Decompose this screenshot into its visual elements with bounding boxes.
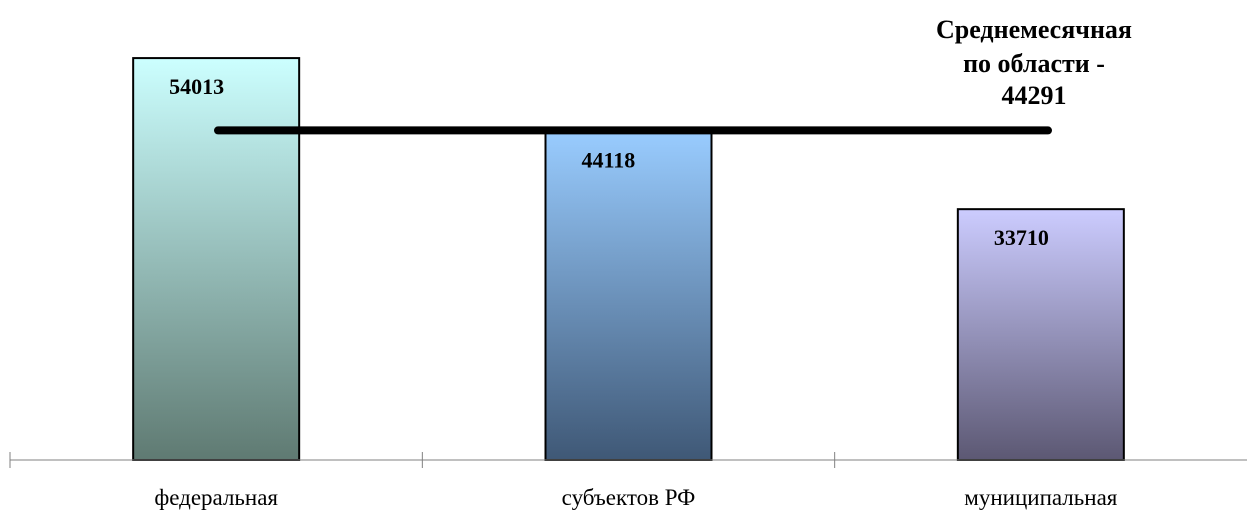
average-label-line-3: 44291 [1002,81,1067,110]
bars-layer: 54013 44118 33710 [132,57,1125,462]
average-label-line-1: Среднемесячная [936,15,1132,44]
x-axis: федеральная субъектов РФ муниципальная [9,452,1247,510]
bar-1 [132,57,301,462]
bar-2 [544,130,713,461]
bar-value-label-2: 44118 [582,148,636,173]
average-label-line-2: по области - [963,49,1105,78]
bar-value-label-1: 54013 [169,74,224,99]
bar-3 [956,208,1125,461]
category-label-2: субъектов РФ [562,485,696,510]
category-label-1: федеральная [154,485,278,510]
bar-value-label-3: 33710 [994,225,1049,250]
average-reference: Среднемесячная по области - 44291 [214,15,1132,135]
category-label-3: муниципальная [964,485,1117,510]
